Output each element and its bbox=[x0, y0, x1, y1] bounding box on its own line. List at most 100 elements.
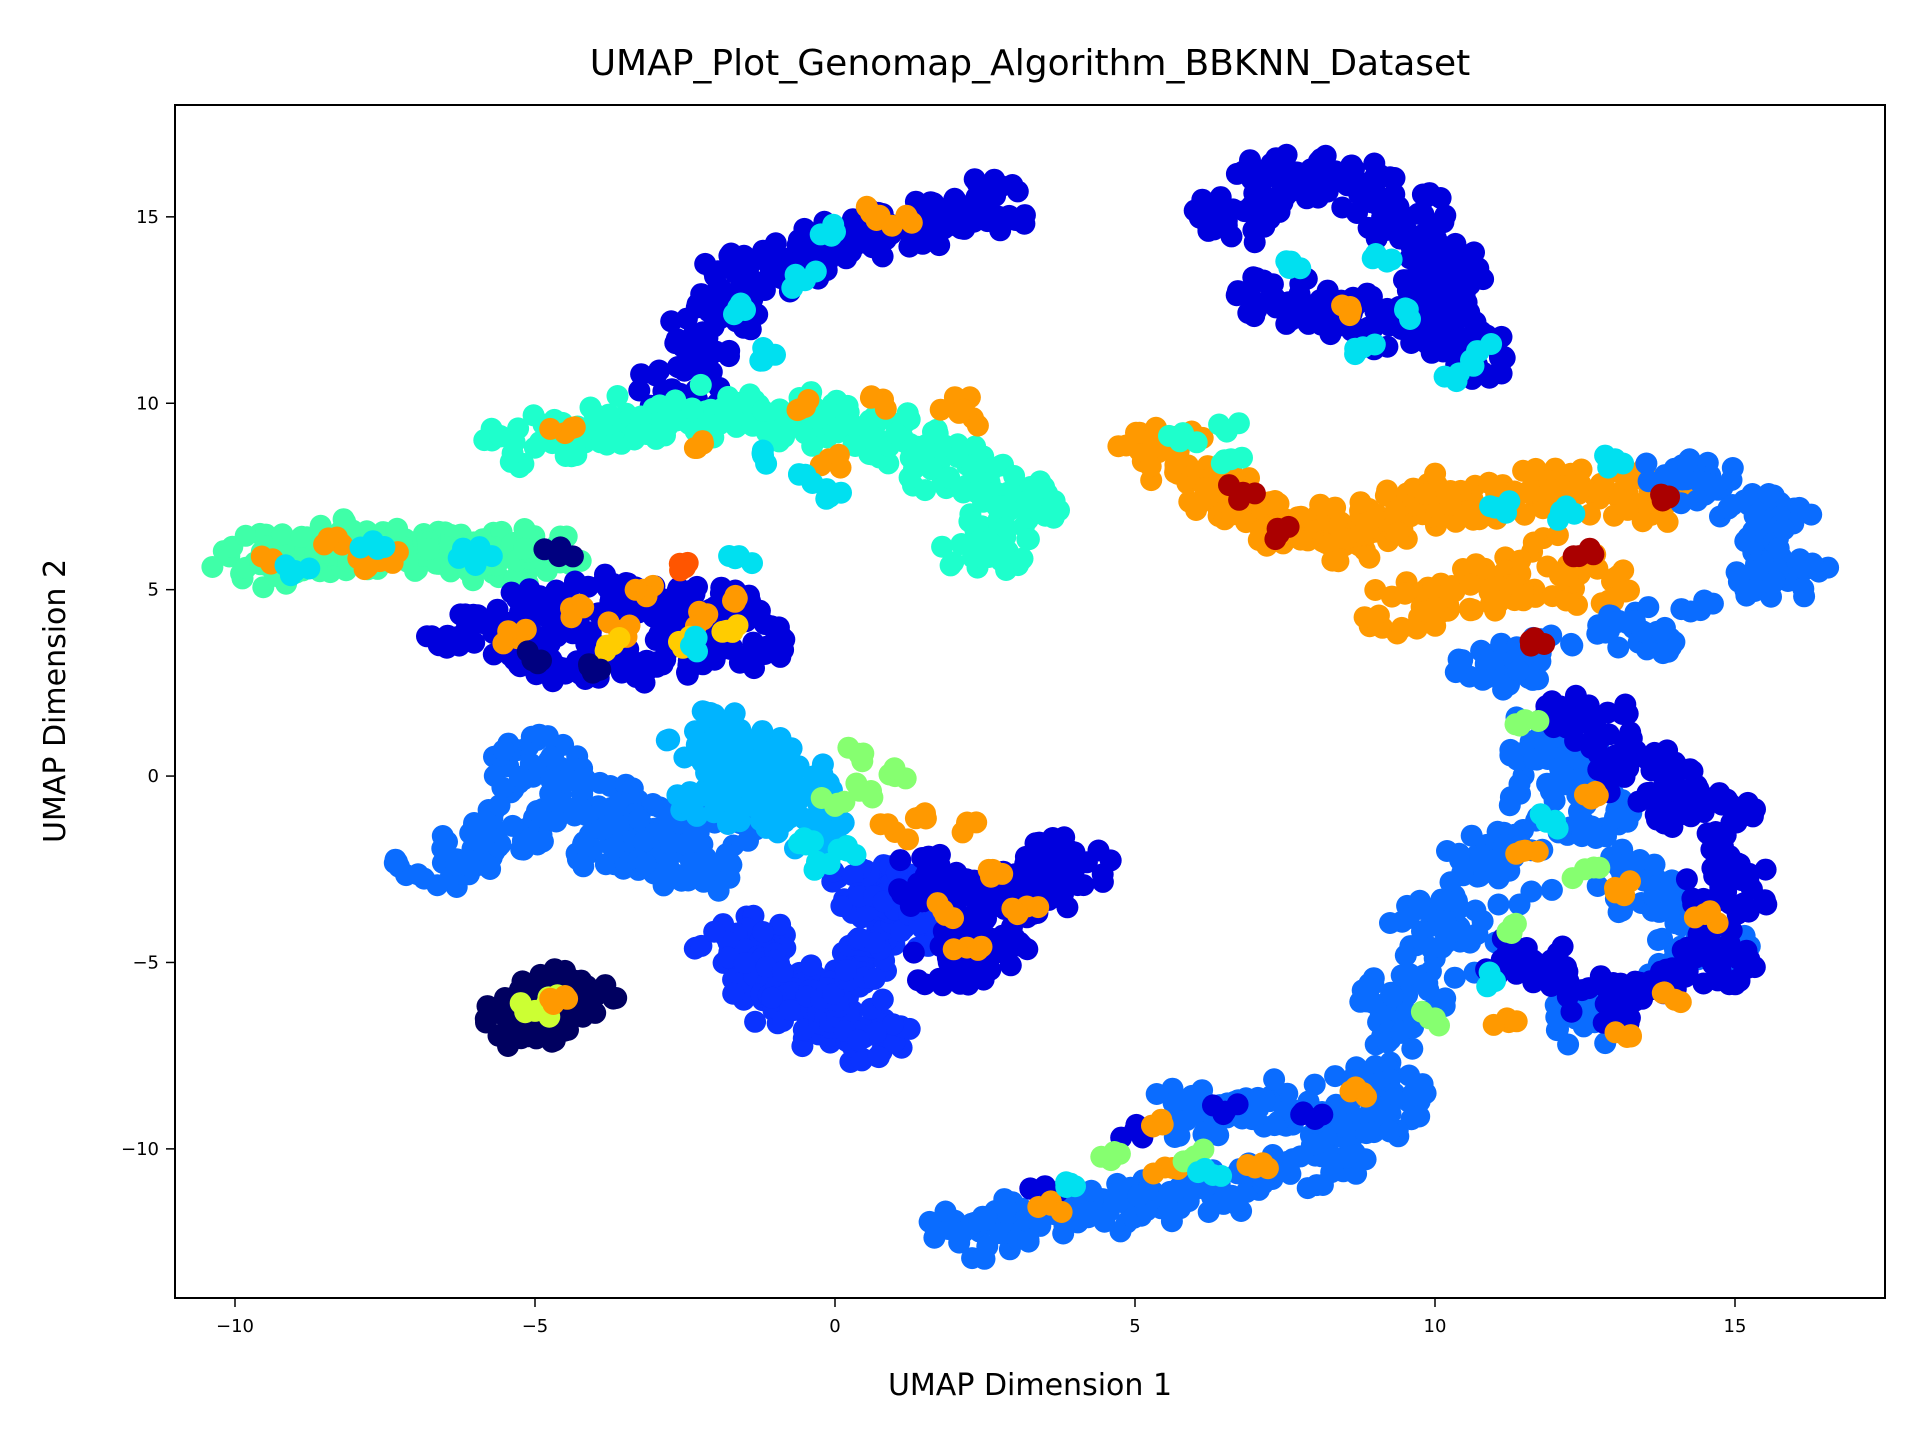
data-point bbox=[1616, 702, 1639, 725]
data-point bbox=[1443, 966, 1466, 989]
data-point bbox=[1420, 341, 1443, 364]
data-point bbox=[1586, 784, 1609, 807]
data-point bbox=[1504, 713, 1527, 736]
data-point bbox=[1351, 979, 1374, 1002]
data-point bbox=[1387, 198, 1410, 221]
data-point bbox=[1688, 470, 1710, 493]
data-point bbox=[1091, 863, 1114, 886]
data-point bbox=[1511, 840, 1533, 863]
data-point bbox=[773, 425, 796, 448]
data-point bbox=[830, 895, 853, 917]
data-point bbox=[1251, 170, 1274, 193]
data-point bbox=[492, 632, 515, 655]
data-point bbox=[1019, 1177, 1042, 1200]
y-tick-label: 5 bbox=[148, 580, 159, 601]
data-point bbox=[1439, 871, 1462, 894]
data-point bbox=[874, 397, 897, 420]
data-point bbox=[769, 913, 792, 936]
data-point bbox=[1006, 903, 1029, 926]
scatter-points bbox=[201, 143, 1840, 1270]
data-point bbox=[953, 217, 976, 240]
data-point bbox=[1401, 1037, 1424, 1060]
data-point bbox=[290, 525, 313, 548]
data-point bbox=[1241, 194, 1264, 216]
data-point bbox=[1563, 502, 1586, 525]
data-point bbox=[1353, 606, 1376, 629]
data-point bbox=[717, 813, 739, 835]
chart-title: UMAP_Plot_Genomap_Algorithm_BBKNN_Datase… bbox=[590, 43, 1471, 84]
data-point bbox=[993, 1188, 1016, 1211]
data-point bbox=[1602, 745, 1625, 768]
data-point bbox=[1499, 744, 1522, 767]
data-point bbox=[1064, 854, 1087, 877]
data-point bbox=[521, 649, 544, 672]
data-point bbox=[859, 428, 882, 451]
data-point bbox=[747, 605, 770, 628]
data-point bbox=[693, 700, 715, 723]
data-point bbox=[1103, 1190, 1126, 1212]
data-point bbox=[1027, 1196, 1050, 1218]
data-point bbox=[1013, 204, 1036, 227]
data-point bbox=[1701, 592, 1724, 615]
data-point bbox=[779, 999, 801, 1021]
data-point bbox=[602, 987, 625, 1010]
data-point bbox=[648, 359, 671, 382]
data-point bbox=[1746, 559, 1769, 582]
data-point bbox=[1520, 880, 1543, 903]
y-tick-label: −5 bbox=[132, 952, 159, 973]
data-point bbox=[628, 808, 650, 831]
data-point bbox=[1643, 853, 1666, 876]
data-point bbox=[1753, 889, 1776, 912]
data-point bbox=[1261, 273, 1284, 296]
data-point bbox=[1164, 453, 1187, 476]
data-point bbox=[1009, 933, 1032, 956]
data-point bbox=[1188, 206, 1211, 229]
data-point bbox=[1139, 455, 1162, 478]
data-point bbox=[987, 941, 1010, 964]
data-point bbox=[1050, 1201, 1073, 1223]
data-point bbox=[964, 481, 987, 503]
data-point bbox=[995, 516, 1018, 539]
data-point bbox=[1652, 642, 1674, 665]
data-point bbox=[1445, 889, 1468, 912]
data-point bbox=[998, 204, 1021, 227]
data-point bbox=[492, 739, 515, 762]
data-point bbox=[1387, 521, 1410, 544]
data-point bbox=[545, 579, 568, 602]
data-point bbox=[658, 728, 681, 751]
data-point bbox=[606, 385, 629, 407]
data-point bbox=[1614, 580, 1637, 603]
data-point bbox=[703, 920, 726, 943]
data-point bbox=[844, 843, 867, 866]
data-point bbox=[1525, 748, 1548, 771]
data-point bbox=[563, 416, 586, 439]
data-point bbox=[632, 830, 655, 853]
data-point bbox=[985, 545, 1008, 568]
data-point bbox=[1399, 308, 1421, 330]
x-axis-label: UMAP Dimension 1 bbox=[888, 1368, 1172, 1403]
data-point bbox=[1251, 1152, 1274, 1175]
data-point bbox=[1448, 842, 1471, 865]
data-point bbox=[1631, 510, 1654, 533]
data-point bbox=[1380, 248, 1403, 271]
data-point bbox=[900, 211, 923, 234]
data-point bbox=[752, 399, 775, 422]
data-point bbox=[1607, 609, 1630, 632]
data-point bbox=[603, 836, 625, 859]
data-point bbox=[417, 538, 440, 561]
data-point bbox=[1717, 497, 1740, 520]
data-point bbox=[1195, 477, 1217, 500]
data-point bbox=[981, 858, 1004, 881]
data-point bbox=[501, 814, 524, 837]
data-point bbox=[907, 969, 929, 992]
data-point bbox=[1564, 729, 1587, 752]
data-point bbox=[1346, 202, 1368, 224]
data-point bbox=[976, 1235, 999, 1258]
x-tick-label: −5 bbox=[522, 1316, 549, 1337]
data-point bbox=[721, 620, 744, 643]
data-point bbox=[733, 274, 755, 297]
data-point bbox=[298, 557, 321, 580]
data-point bbox=[1539, 478, 1562, 501]
data-point bbox=[1743, 956, 1766, 979]
data-point bbox=[1349, 491, 1372, 514]
